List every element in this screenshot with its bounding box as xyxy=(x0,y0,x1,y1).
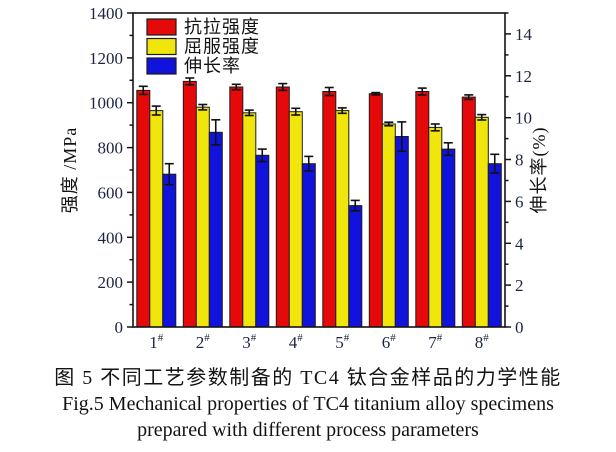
x-axis-category-label: 8# xyxy=(475,332,490,352)
bar-elongation-4 xyxy=(301,163,316,328)
x-axis-category-label: 7# xyxy=(428,332,443,352)
x-axis-category-label: 1# xyxy=(149,332,164,352)
bar-tensile-strength-2 xyxy=(182,80,197,328)
bar-chart: 0 200 400 600 800 1000 1200 1400 0 2 4 6 8 10 12 14 1# 2#… xyxy=(60,4,550,352)
left-axis-tick-label: 1000 xyxy=(89,94,123,113)
error-bar-tensile-strength-7 xyxy=(417,87,427,96)
x-axis-category-label: 6# xyxy=(382,332,397,352)
left-axis-tick-label: 600 xyxy=(98,183,124,202)
error-bar-tensile-strength-6 xyxy=(371,91,381,96)
bar-tensile-strength-7 xyxy=(415,91,430,328)
bar-yield-strength-7 xyxy=(428,126,443,328)
left-axis-tick-label: 1200 xyxy=(89,49,123,68)
bar-tensile-strength-3 xyxy=(229,86,244,328)
error-bar-elongation-8 xyxy=(490,153,500,174)
x-axis-category-label: 3# xyxy=(242,332,256,352)
error-bar-tensile-strength-2 xyxy=(185,77,195,86)
bar-elongation-7 xyxy=(441,148,456,328)
caption-chinese: 图 5 不同工艺参数制备的 TC4 钛合金样品的力学性能 xyxy=(54,367,562,389)
error-bar-elongation-2 xyxy=(211,119,221,146)
bar-tensile-strength-4 xyxy=(275,86,290,328)
error-bar-elongation-6 xyxy=(397,121,407,152)
bar-yield-strength-6 xyxy=(381,123,396,328)
error-bar-yield-strength-3 xyxy=(244,109,254,117)
bar-yield-strength-3 xyxy=(242,112,257,328)
x-axis-category-label: 2# xyxy=(196,332,211,352)
left-axis-tick-label: 1400 xyxy=(89,4,123,23)
error-bars-layer xyxy=(138,77,500,212)
left-axis-tick-label: 800 xyxy=(98,139,124,158)
bar-tensile-strength-5 xyxy=(322,91,337,328)
right-axis-title: 伸长率(%) xyxy=(529,127,550,214)
legend-swatch-elongation xyxy=(146,57,177,75)
caption-english-line2: prepared with different process paramete… xyxy=(137,419,479,441)
error-bar-elongation-7 xyxy=(443,142,453,157)
error-bar-elongation-1 xyxy=(164,162,174,186)
right-axis-tick-label: 4 xyxy=(515,234,524,253)
bar-yield-strength-1 xyxy=(149,110,164,328)
bar-elongation-5 xyxy=(348,205,363,328)
bar-elongation-1 xyxy=(162,173,177,328)
x-axis-category-label: 4# xyxy=(289,332,304,352)
right-axis-tick-label: 2 xyxy=(515,276,524,295)
error-bar-yield-strength-6 xyxy=(384,121,394,127)
error-bar-yield-strength-4 xyxy=(291,107,301,116)
bar-yield-strength-4 xyxy=(288,111,303,328)
error-bar-tensile-strength-1 xyxy=(138,85,148,96)
right-axis-ticks xyxy=(505,12,511,328)
error-bar-yield-strength-1 xyxy=(151,105,161,116)
x-axis-category-label: 5# xyxy=(335,332,350,352)
bar-yield-strength-5 xyxy=(335,110,350,328)
left-axis-ticks xyxy=(127,12,133,328)
legend-swatch-tensile-strength xyxy=(146,18,177,36)
error-bar-tensile-strength-4 xyxy=(278,82,288,92)
right-axis-tick-label: 6 xyxy=(515,192,524,211)
caption-english-line1: Fig.5 Mechanical properties of TC4 titan… xyxy=(62,393,554,415)
right-axis-tick-label: 0 xyxy=(515,318,524,337)
right-axis-tick-label: 12 xyxy=(515,67,532,86)
bar-elongation-8 xyxy=(487,163,502,328)
bar-yield-strength-2 xyxy=(195,106,210,328)
error-bar-yield-strength-8 xyxy=(477,113,487,121)
bar-tensile-strength-1 xyxy=(136,89,151,328)
legend-label-yield-strength: 屈服强度 xyxy=(184,37,260,57)
error-bar-yield-strength-5 xyxy=(337,107,347,115)
right-axis-tick-label: 8 xyxy=(515,151,524,170)
left-axis-tick-label: 400 xyxy=(98,228,124,247)
bar-tensile-strength-6 xyxy=(368,93,383,328)
error-bar-yield-strength-2 xyxy=(198,103,208,111)
right-axis-tick-label: 14 xyxy=(515,25,533,44)
left-axis-tick-label: 0 xyxy=(115,318,124,337)
error-bar-yield-strength-7 xyxy=(430,123,440,132)
bar-tensile-strength-8 xyxy=(461,96,476,328)
legend-label-tensile-strength: 抗拉强度 xyxy=(184,17,260,37)
error-bar-tensile-strength-5 xyxy=(324,86,334,97)
bar-elongation-3 xyxy=(255,154,270,328)
error-bar-tensile-strength-3 xyxy=(231,83,241,91)
right-axis-tick-label: 10 xyxy=(515,109,532,128)
bar-elongation-2 xyxy=(208,131,223,328)
left-axis-title: 强度 /MPa xyxy=(60,127,80,214)
bar-yield-strength-8 xyxy=(474,116,489,328)
error-bar-elongation-3 xyxy=(257,148,267,163)
legend-swatch-yield-strength xyxy=(146,37,177,56)
left-axis-tick-label: 200 xyxy=(98,273,124,292)
error-bar-elongation-5 xyxy=(350,199,360,212)
bar-elongation-6 xyxy=(394,136,409,328)
error-bar-tensile-strength-8 xyxy=(464,94,474,101)
error-bar-elongation-4 xyxy=(304,155,314,172)
bars-layer xyxy=(136,80,502,328)
legend-label-elongation: 伸长率 xyxy=(184,56,241,76)
